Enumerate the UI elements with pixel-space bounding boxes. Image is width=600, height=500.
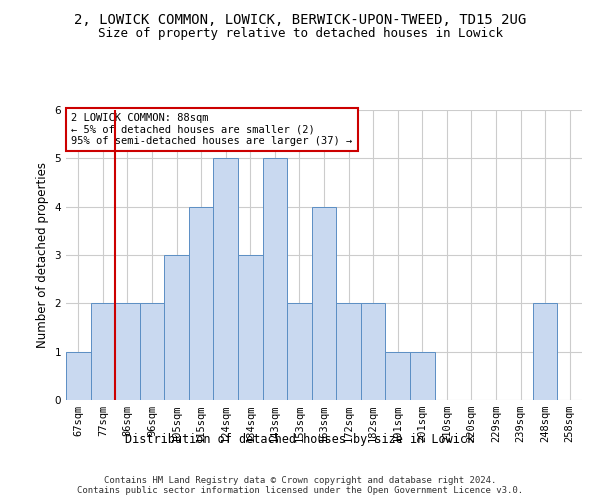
Bar xyxy=(115,304,140,400)
Bar xyxy=(361,304,385,400)
Bar xyxy=(189,206,214,400)
Bar xyxy=(91,304,115,400)
Bar xyxy=(287,304,312,400)
Bar xyxy=(263,158,287,400)
Bar xyxy=(336,304,361,400)
Bar xyxy=(410,352,434,400)
Bar xyxy=(238,255,263,400)
Bar xyxy=(66,352,91,400)
Bar xyxy=(140,304,164,400)
Text: 2 LOWICK COMMON: 88sqm
← 5% of detached houses are smaller (2)
95% of semi-detac: 2 LOWICK COMMON: 88sqm ← 5% of detached … xyxy=(71,113,352,146)
Y-axis label: Number of detached properties: Number of detached properties xyxy=(36,162,49,348)
Bar xyxy=(533,304,557,400)
Bar xyxy=(164,255,189,400)
Text: Distribution of detached houses by size in Lowick: Distribution of detached houses by size … xyxy=(125,432,475,446)
Text: Contains HM Land Registry data © Crown copyright and database right 2024.
Contai: Contains HM Land Registry data © Crown c… xyxy=(77,476,523,495)
Text: Size of property relative to detached houses in Lowick: Size of property relative to detached ho… xyxy=(97,28,503,40)
Text: 2, LOWICK COMMON, LOWICK, BERWICK-UPON-TWEED, TD15 2UG: 2, LOWICK COMMON, LOWICK, BERWICK-UPON-T… xyxy=(74,12,526,26)
Bar xyxy=(214,158,238,400)
Bar xyxy=(385,352,410,400)
Bar xyxy=(312,206,336,400)
